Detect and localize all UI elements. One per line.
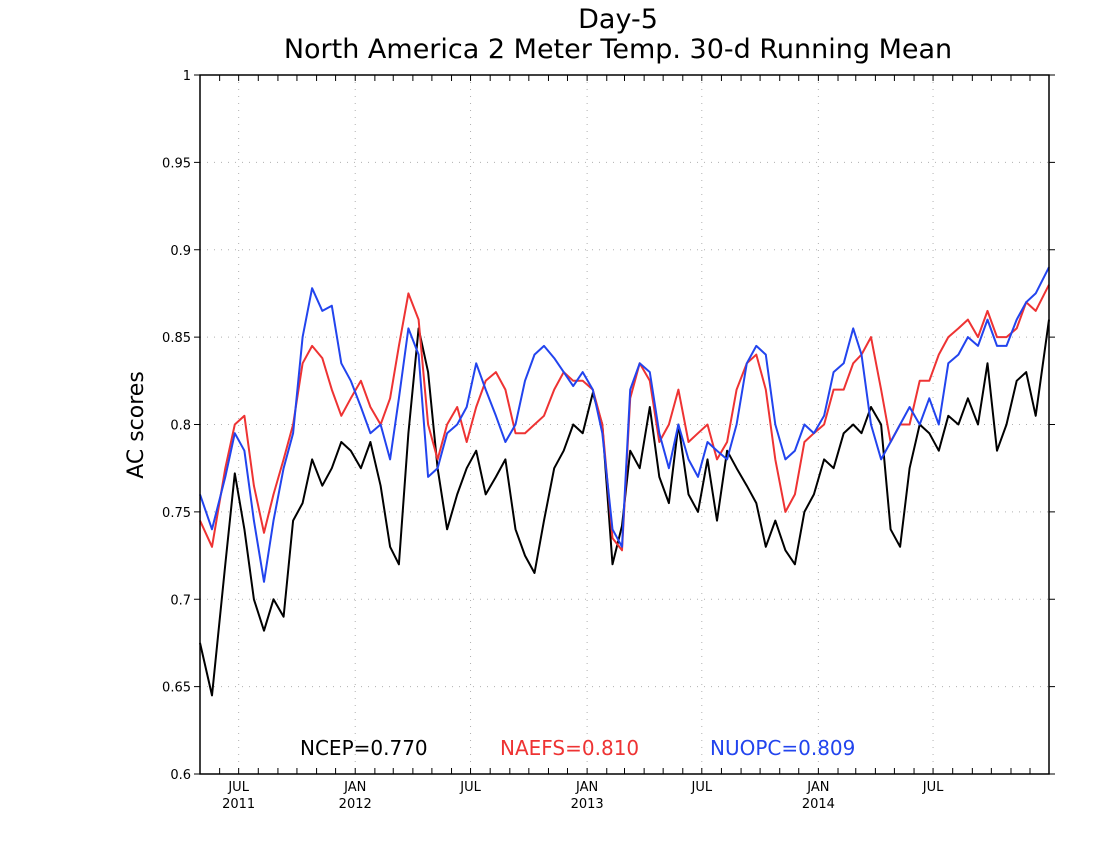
y-tick-label: 1 [183,69,191,84]
grid-lines [200,75,1049,774]
x-tick-year: 2011 [222,797,255,812]
plot-frame [199,74,1050,775]
x-tick-label: JAN [806,780,829,795]
x-tick-label: JAN [343,780,366,795]
y-axis-label: AC scores [124,371,149,479]
x-tick-label: JUL [691,780,713,795]
x-axis-ticks: JUL 2011 JAN 2012 JUL JAN 2013 JUL JAN 2014 JUL [219,75,1031,812]
chart-title: Day-5 [578,4,658,35]
y-tick-label: 0.7 [170,593,191,608]
y-tick-label: 0.9 [170,244,191,259]
x-tick-label: JUL [227,780,249,795]
y-tick-label: 0.95 [162,156,191,171]
legend-nuopc: NUOPC=0.809 [710,736,855,760]
x-tick-year: 2014 [802,797,835,812]
x-tick-label: JAN [575,780,598,795]
x-tick-label: JUL [922,780,944,795]
y-tick-label: 0.85 [162,331,191,346]
x-tick-year: 2012 [339,797,372,812]
x-tick-year: 2013 [571,797,604,812]
legend: NCEP=0.770 NAEFS=0.810 NUOPC=0.809 [300,736,855,760]
series-lines [199,266,1050,697]
legend-naefs: NAEFS=0.810 [500,736,639,760]
series-line-nuopc [199,266,1050,583]
chart-subtitle: North America 2 Meter Temp. 30-d Running… [284,34,952,65]
y-tick-label: 0.8 [170,419,191,434]
x-tick-label: JUL [459,780,481,795]
y-tick-label: 0.65 [162,681,191,696]
y-tick-label: 0.75 [162,506,191,521]
y-axis-ticks: 0.6 0.65 0.7 0.75 0.8 0.85 0.9 0.95 1 [162,69,1055,783]
legend-ncep: NCEP=0.770 [300,736,428,760]
y-tick-label: 0.6 [170,768,191,783]
